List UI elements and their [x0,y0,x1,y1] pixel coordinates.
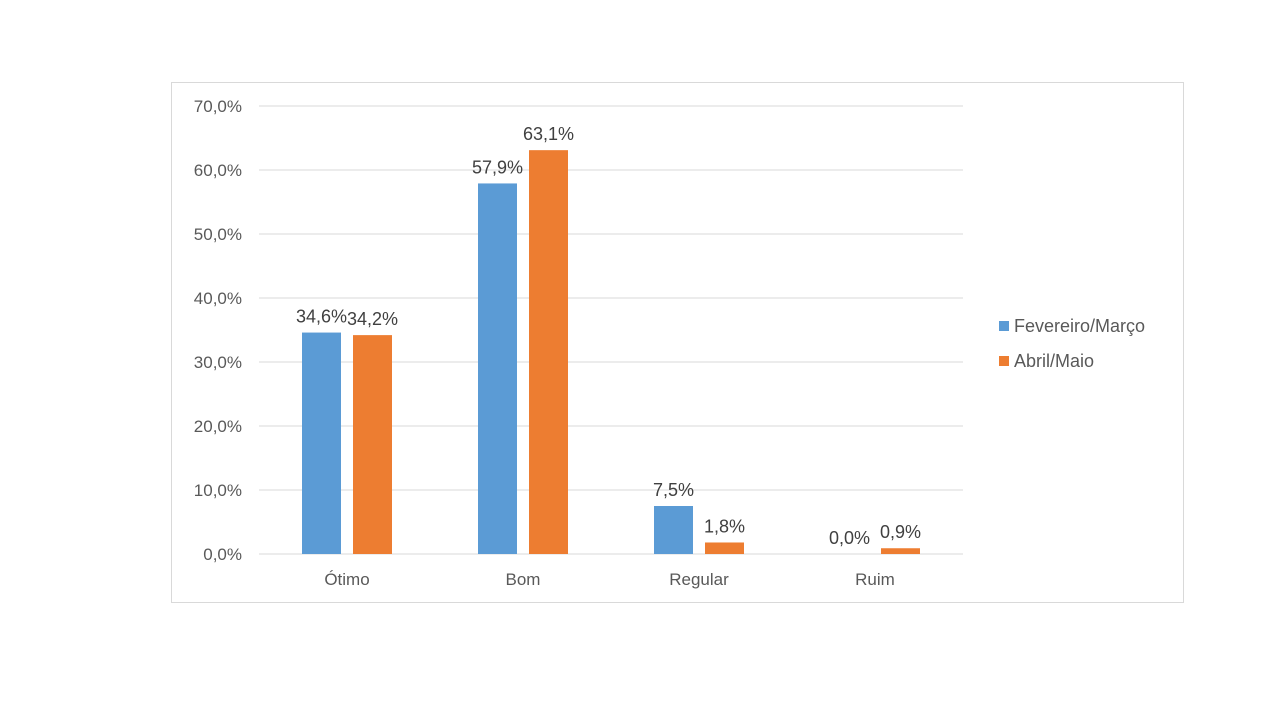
chart-frame [171,82,1184,603]
data-label: 0,9% [880,522,921,542]
data-label: 34,2% [347,309,398,329]
data-label: 1,8% [704,516,745,536]
data-label: 0,0% [829,528,870,548]
bar [353,335,392,554]
x-tick-label: Ruim [855,570,895,589]
data-label: 63,1% [523,124,574,144]
y-tick-label: 0,0% [203,545,242,564]
x-tick-label: Regular [669,570,729,589]
data-labels: 34,6% 34,2% 57,9%63,1% 7,5% 1,8% 0,0% 0,9% [296,124,921,548]
y-tick-label: 60,0% [194,161,242,180]
y-tick-label: 40,0% [194,289,242,308]
legend: Fevereiro/Março Abril/Maio [999,316,1145,371]
bar [478,183,517,554]
data-label: 7,5% [653,480,694,500]
bar [302,332,341,554]
bars [302,150,920,554]
bar [654,506,693,554]
legend-swatch [999,356,1009,366]
x-axis-tick-labels: Ótimo Bom Regular Ruim [324,570,895,589]
y-tick-label: 10,0% [194,481,242,500]
y-tick-label: 20,0% [194,417,242,436]
legend-label: Fevereiro/Março [1014,316,1145,336]
data-label: 57,9% [472,157,523,177]
bar [881,548,920,554]
data-label: 34,6% [296,307,347,327]
bar [529,150,568,554]
y-axis-tick-labels: 0,0% 10,0% 20,0% 30,0% 40,0% 50,0% 60,0% 70,0% [194,97,242,564]
bar [705,542,744,554]
y-tick-label: 30,0% [194,353,242,372]
legend-label: Abril/Maio [1014,351,1094,371]
x-tick-label: Bom [506,570,541,589]
x-tick-label: Ótimo [324,570,369,589]
y-tick-label: 70,0% [194,97,242,116]
y-tick-label: 50,0% [194,225,242,244]
legend-swatch [999,321,1009,331]
